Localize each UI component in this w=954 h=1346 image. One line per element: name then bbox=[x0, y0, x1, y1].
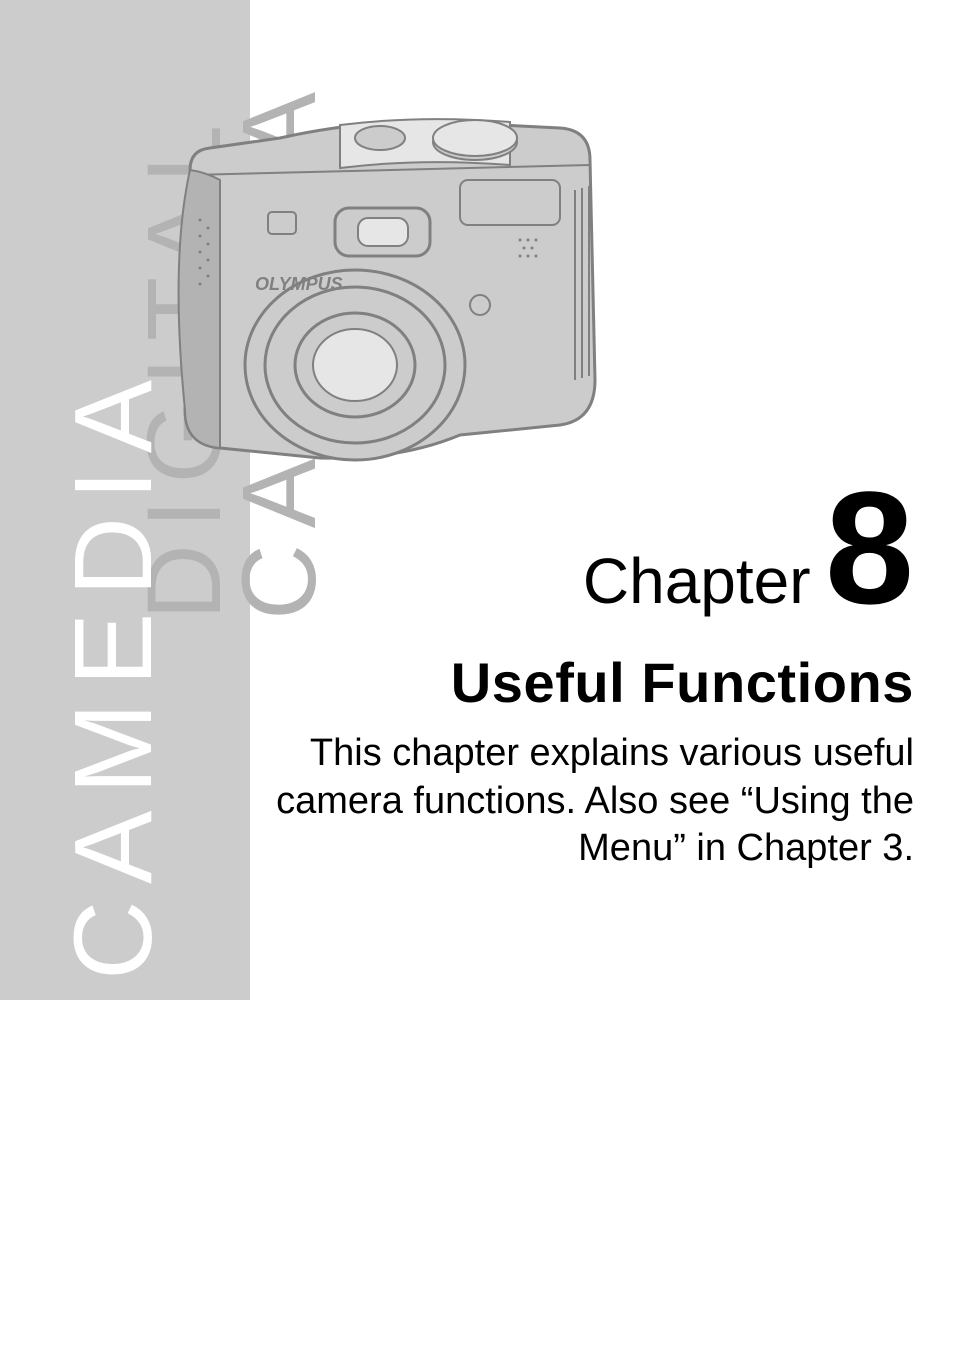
page-title: Useful Functions bbox=[451, 650, 914, 715]
manual-page: DIGITAL CAMERA CAMEDIA bbox=[0, 0, 954, 1346]
vertical-word-camedia: CAMEDIA bbox=[50, 363, 177, 980]
camera-illustration: OLYMPUS bbox=[160, 80, 620, 500]
chapter-heading: Chapter 8 bbox=[583, 480, 914, 618]
chapter-label: Chapter bbox=[583, 544, 811, 618]
chapter-intro-text: This chapter explains various useful cam… bbox=[224, 730, 914, 873]
chapter-number: 8 bbox=[825, 480, 914, 616]
camera-brand-label: OLYMPUS bbox=[255, 274, 343, 294]
